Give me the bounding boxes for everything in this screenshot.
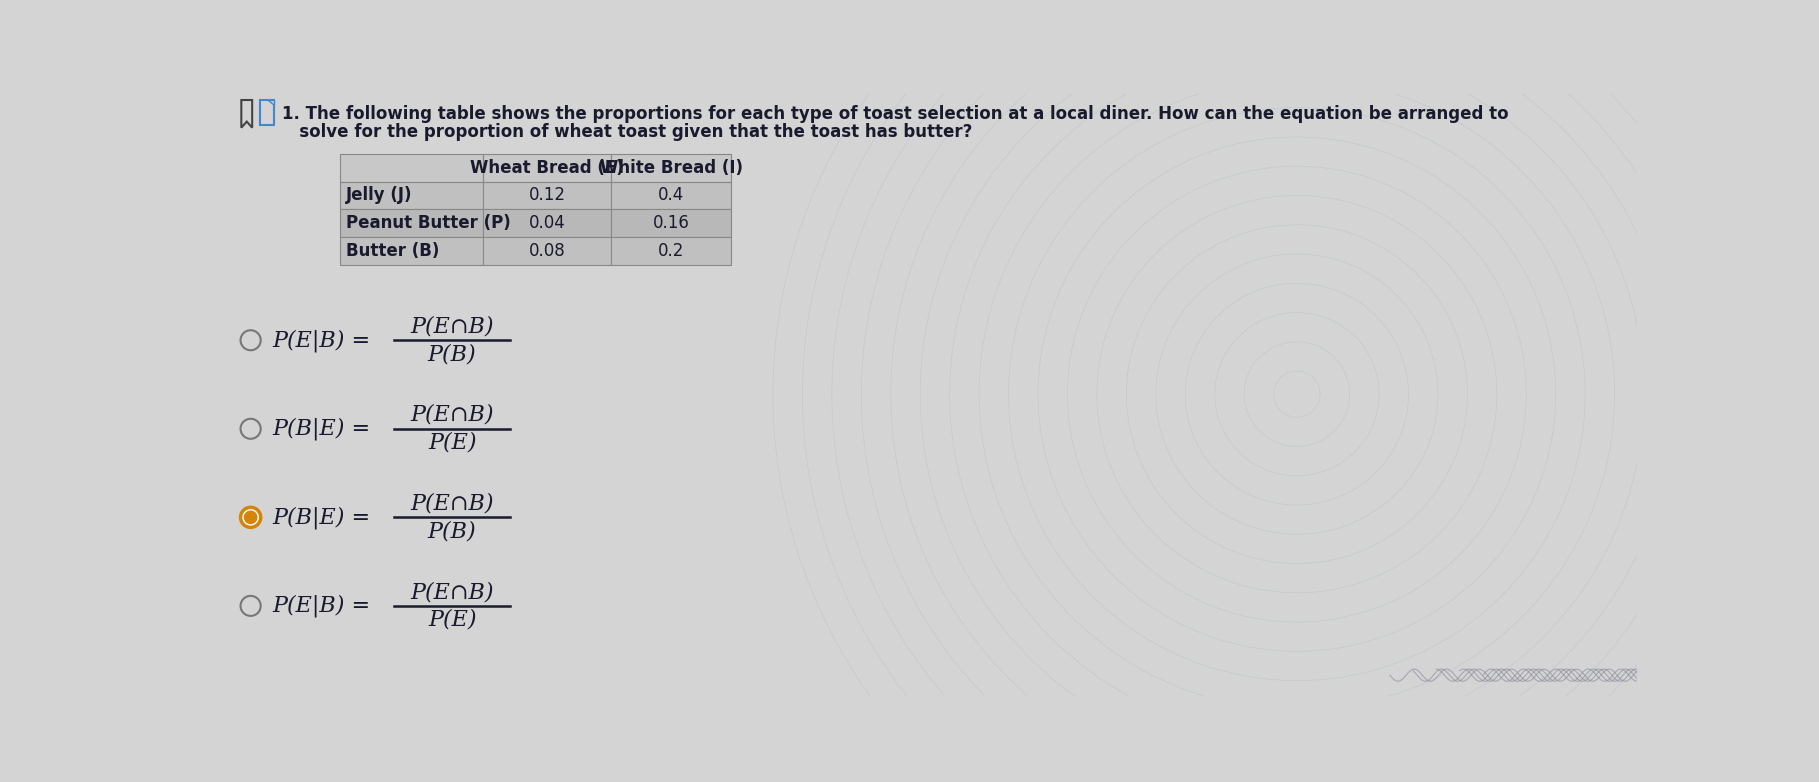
Text: P(E|B) =: P(E|B) = xyxy=(273,594,371,617)
Text: 0.04: 0.04 xyxy=(529,214,566,232)
Text: P(B): P(B) xyxy=(427,520,477,542)
Bar xyxy=(484,181,611,210)
Text: 0.12: 0.12 xyxy=(529,186,566,204)
Text: White Bread (I): White Bread (I) xyxy=(600,159,742,177)
Bar xyxy=(340,154,484,181)
Polygon shape xyxy=(269,100,275,106)
Text: P(E): P(E) xyxy=(427,432,477,454)
Text: P(B|E) =: P(B|E) = xyxy=(273,506,371,529)
Text: Jelly (J): Jelly (J) xyxy=(346,186,413,204)
Text: P(E∩B): P(E∩B) xyxy=(411,404,495,426)
Text: P(E∩B): P(E∩B) xyxy=(411,315,495,337)
Text: solve for the proportion of wheat toast given that the toast has butter?: solve for the proportion of wheat toast … xyxy=(282,123,971,141)
Text: 0.4: 0.4 xyxy=(658,186,684,204)
Circle shape xyxy=(240,508,260,527)
Bar xyxy=(484,210,611,237)
Bar xyxy=(340,181,484,210)
Bar xyxy=(611,181,731,210)
Bar xyxy=(484,237,611,265)
Bar xyxy=(340,237,484,265)
Circle shape xyxy=(244,511,256,523)
Bar xyxy=(484,154,611,181)
Text: Butter (B): Butter (B) xyxy=(346,242,440,260)
Text: P(E): P(E) xyxy=(427,608,477,631)
Text: Wheat Bread (E): Wheat Bread (E) xyxy=(469,159,624,177)
Text: 1. The following table shows the proportions for each type of toast selection at: 1. The following table shows the proport… xyxy=(282,105,1508,123)
Text: 0.08: 0.08 xyxy=(529,242,566,260)
Bar xyxy=(340,210,484,237)
Text: P(E∩B): P(E∩B) xyxy=(411,493,495,515)
Bar xyxy=(611,210,731,237)
Text: 0.2: 0.2 xyxy=(658,242,684,260)
Bar xyxy=(611,154,731,181)
Text: P(B): P(B) xyxy=(427,343,477,365)
Text: P(E|B) =: P(E|B) = xyxy=(273,329,371,352)
Text: P(E∩B): P(E∩B) xyxy=(411,581,495,603)
Text: 0.16: 0.16 xyxy=(653,214,689,232)
Text: P(B|E) =: P(B|E) = xyxy=(273,418,371,440)
Text: Peanut Butter (P): Peanut Butter (P) xyxy=(346,214,511,232)
Bar xyxy=(611,237,731,265)
